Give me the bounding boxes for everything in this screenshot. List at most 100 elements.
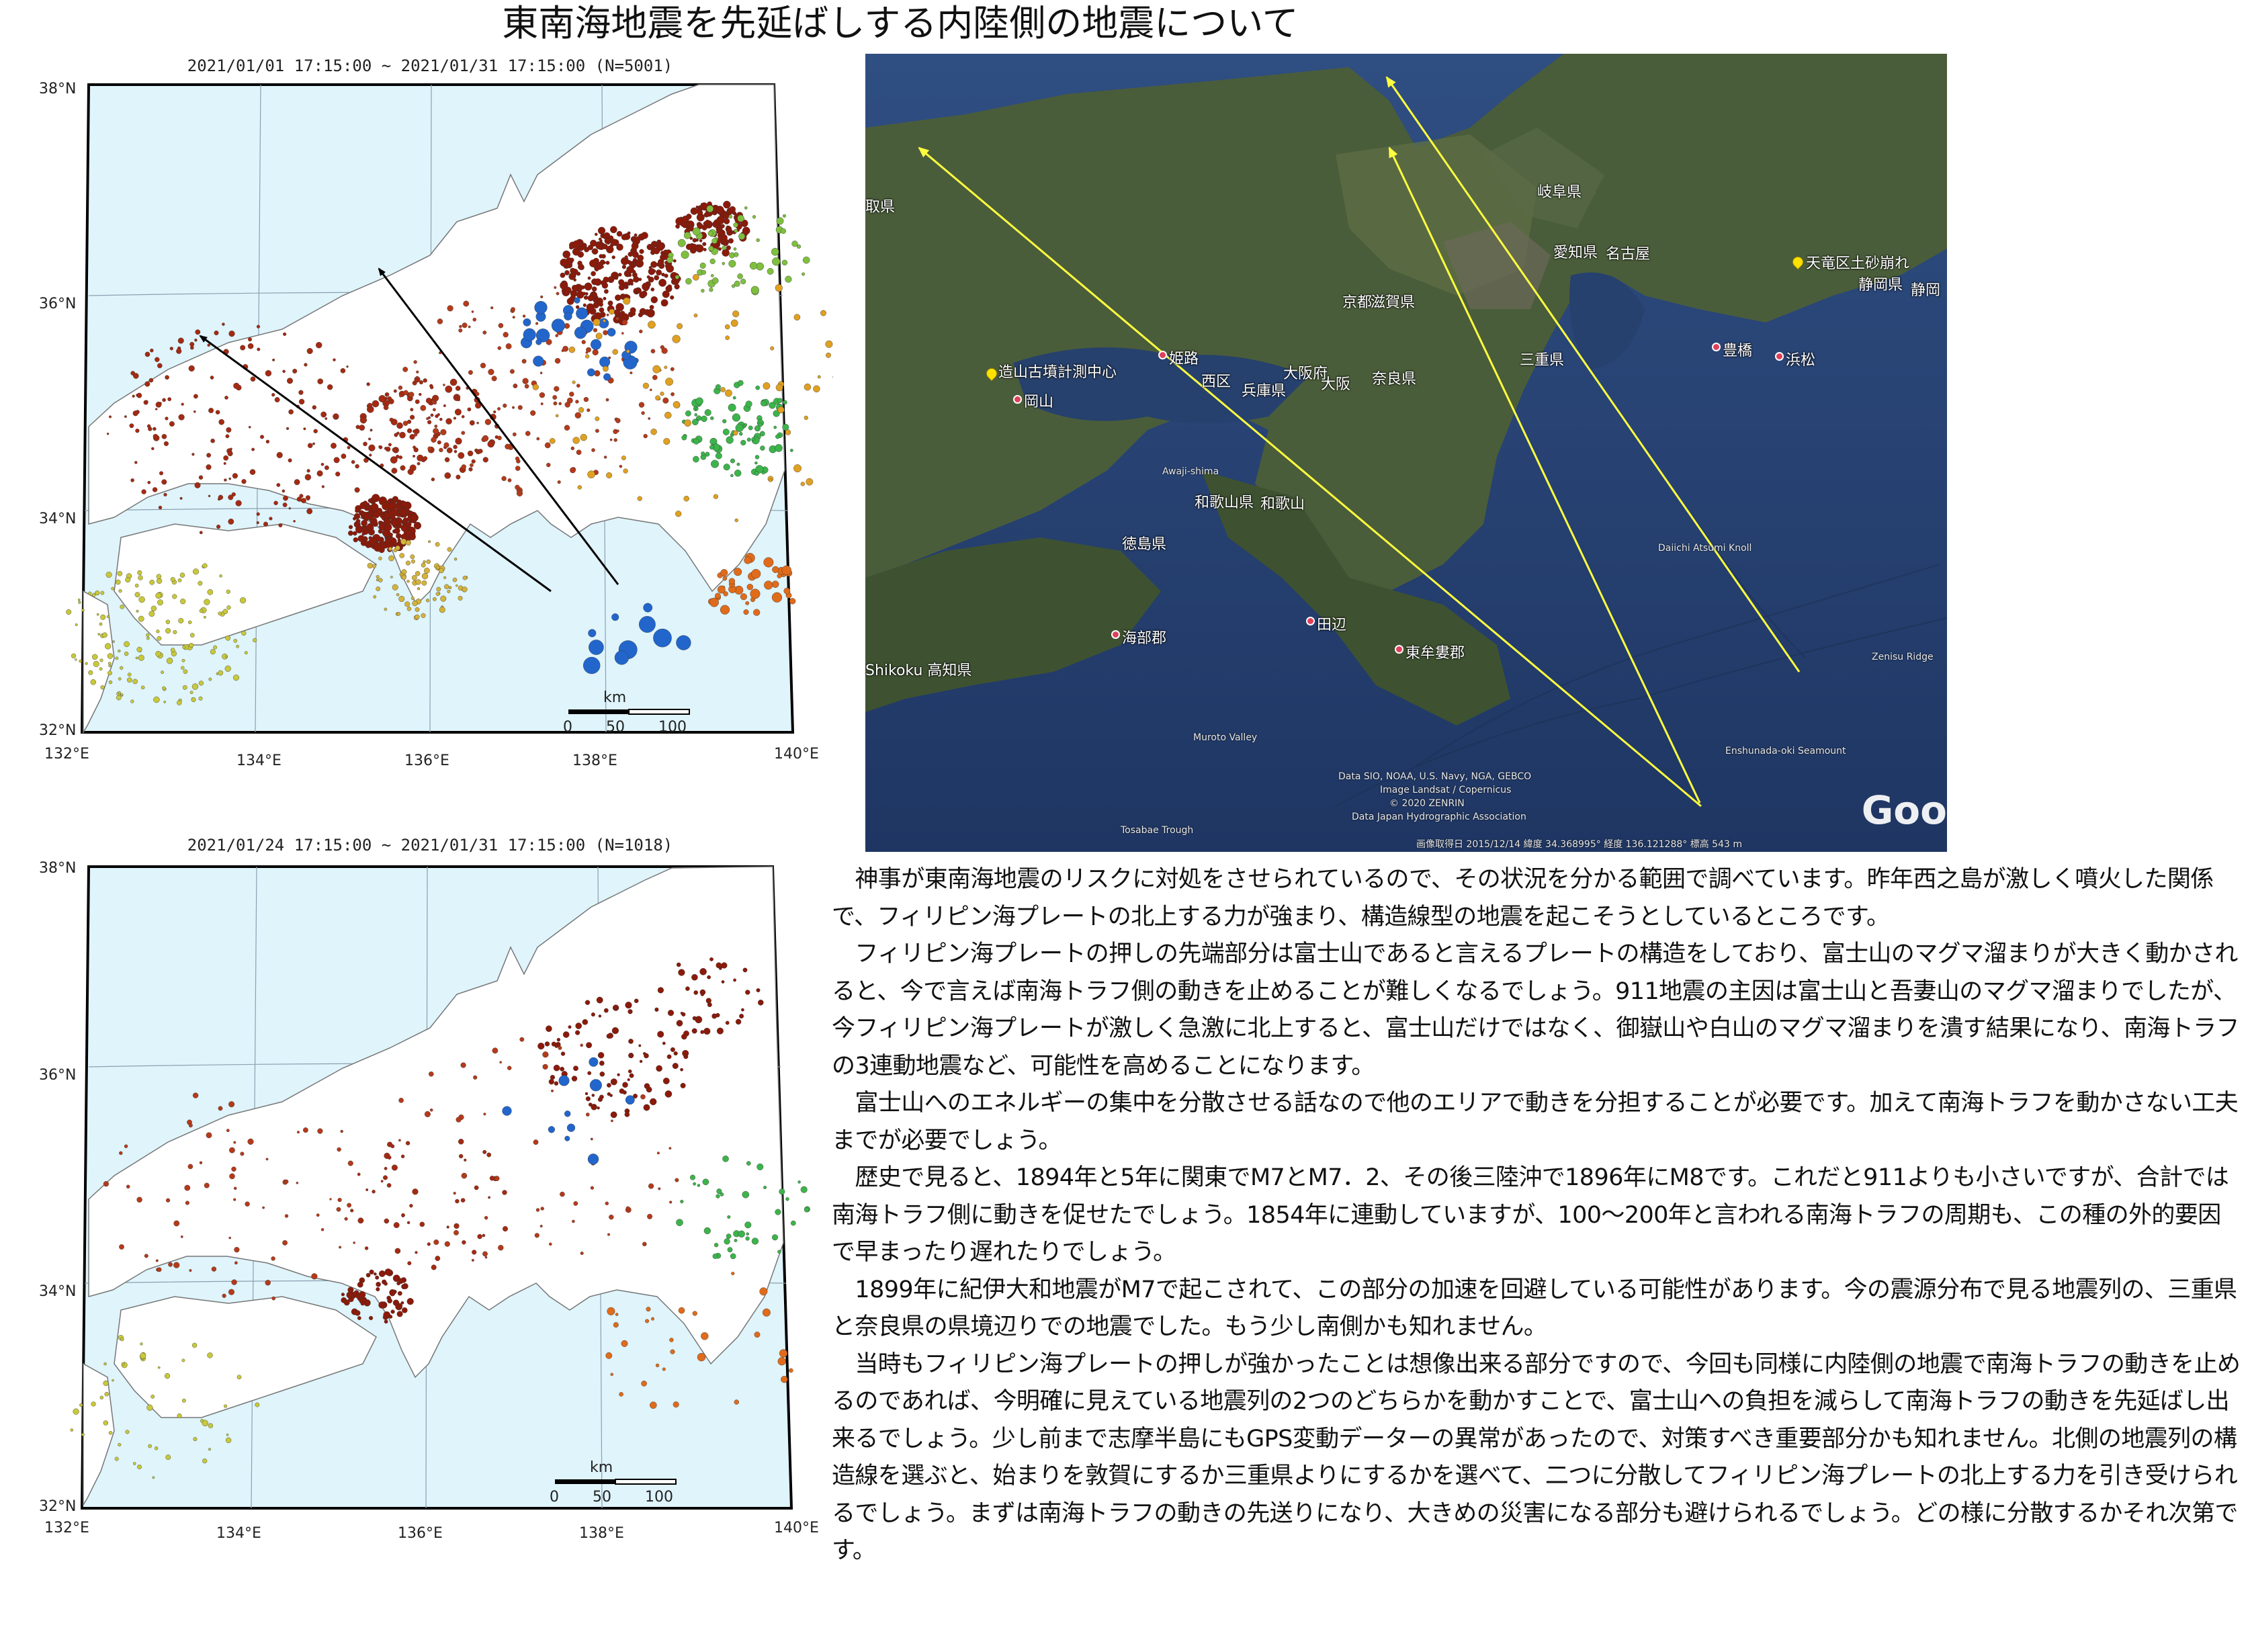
earthquake-dot [534,1233,539,1238]
earthquake-dot [661,347,668,354]
earthquake-dot [400,538,407,545]
earthquake-dot [388,547,393,552]
earthquake-dot [255,1402,260,1407]
earthquake-dot [198,580,203,586]
earthquake-dot [66,609,72,615]
earthquake-dot [282,503,288,507]
earthquake-dot [813,385,820,392]
earthquake-dot [417,462,421,466]
earthquake-dot [416,370,419,374]
earthquake-dot [222,322,225,326]
earthquake-dot [181,1358,185,1362]
earthquake-dot [103,1362,107,1366]
earthquake-dot [482,1233,486,1237]
earthquake-dot [711,460,720,468]
earthquake-dot [292,368,298,374]
earthquake-dot [225,655,228,658]
earthquake-dot [562,1031,570,1038]
earthquake-dot [739,1014,744,1019]
earthquake-dot [758,999,764,1006]
earthquake-dot [511,307,515,312]
earthquake-dot [470,463,474,468]
earthquake-dot [355,1310,361,1316]
earthquake-dot [382,402,386,406]
earthquake-dot [668,1147,672,1150]
earthquake-dot [435,1256,441,1261]
attribution-line: Data SIO, NOAA, U.S. Navy, NGA, GEBCO [1338,771,1532,782]
earthquake-dot [802,256,810,264]
earthquake-dot [740,593,747,601]
earthquake-dot [585,1096,591,1102]
earthquake-dot [208,677,212,681]
earthquake-dot [684,419,691,427]
earthquake-dot [108,1431,113,1435]
earthquake-dot [144,1254,148,1258]
earthquake-dot [611,238,617,245]
earthquake-dot [443,576,447,579]
earthquake-dot [293,520,296,523]
earthquake-dot [392,584,398,591]
earthquake-dot [640,1094,646,1100]
earthquake-dot [771,592,783,603]
earthquake-dot [572,240,581,249]
earthquake-dot [502,1106,512,1116]
earthquake-dot [369,537,377,545]
earthquake-dot [384,447,388,450]
earthquake-dot [366,382,370,386]
earthquake-dot [666,256,674,263]
earthquake-dot [369,1269,374,1275]
earthquake-dot [563,251,568,256]
earthquake-dot [670,295,675,300]
earthquake-dot [384,607,388,611]
earthquake-dot [157,1366,161,1369]
earthquake-dot [120,693,124,697]
lon-label: 136°E [398,1525,443,1542]
earthquake-dot [728,214,733,219]
earthquake-dot [256,512,260,516]
earthquake-dot [625,1206,630,1211]
earthquake-dot [675,511,682,517]
earthquake-dot [650,429,657,435]
earthquake-dot [410,513,419,522]
satellite-map[interactable]: 岐阜県 愛知県 名古屋 天竜区土砂崩れ 静岡県 静岡 京都 滋賀県 三重県 豊橋… [865,54,1947,852]
earthquake-dot [738,380,744,386]
earthquake-dot [779,1188,785,1195]
earthquake-dot [372,400,380,408]
earthquake-dot [570,446,574,451]
earthquake-dot [721,962,728,969]
earthquake-dot [164,1373,171,1379]
earthquake-dot [599,1060,605,1066]
earthquake-dot [607,1033,613,1039]
earthquake-dot [735,1018,742,1025]
earthquake-dot [415,607,420,612]
earthquake-dot [365,543,371,548]
earthquake-dot [593,328,598,333]
label-enshunada: Enshunada-oki Seamount [1725,746,1846,756]
earthquake-dot [419,1221,425,1227]
earthquake-dot [136,1197,142,1203]
earthquake-dot [439,568,444,574]
earthquake-dot [607,1082,611,1088]
earthquake-dot [707,1002,711,1005]
earthquake-dot [409,415,415,420]
earthquake-dot [591,339,602,350]
earthquake-dot [75,658,77,661]
earthquake-dot [693,273,699,281]
earthquake-dot [482,331,487,335]
earthquake-dot [648,268,656,275]
earthquake-dot [443,404,446,407]
earthquake-dot [453,445,458,449]
earthquake-dot [124,641,130,648]
land-shikoku [114,523,377,646]
earthquake-dot [426,417,429,421]
earthquake-dot [207,1352,213,1358]
earthquake-dot [673,1401,679,1408]
earthquake-dot [411,575,417,580]
earthquake-dot [613,1007,617,1010]
earthquake-dot [576,307,588,320]
earthquake-dot [523,318,531,327]
earthquake-dot [439,447,443,453]
earthquake-dot [140,1342,143,1346]
earthquake-dot [549,1242,552,1246]
earthquake-dot [408,511,413,515]
